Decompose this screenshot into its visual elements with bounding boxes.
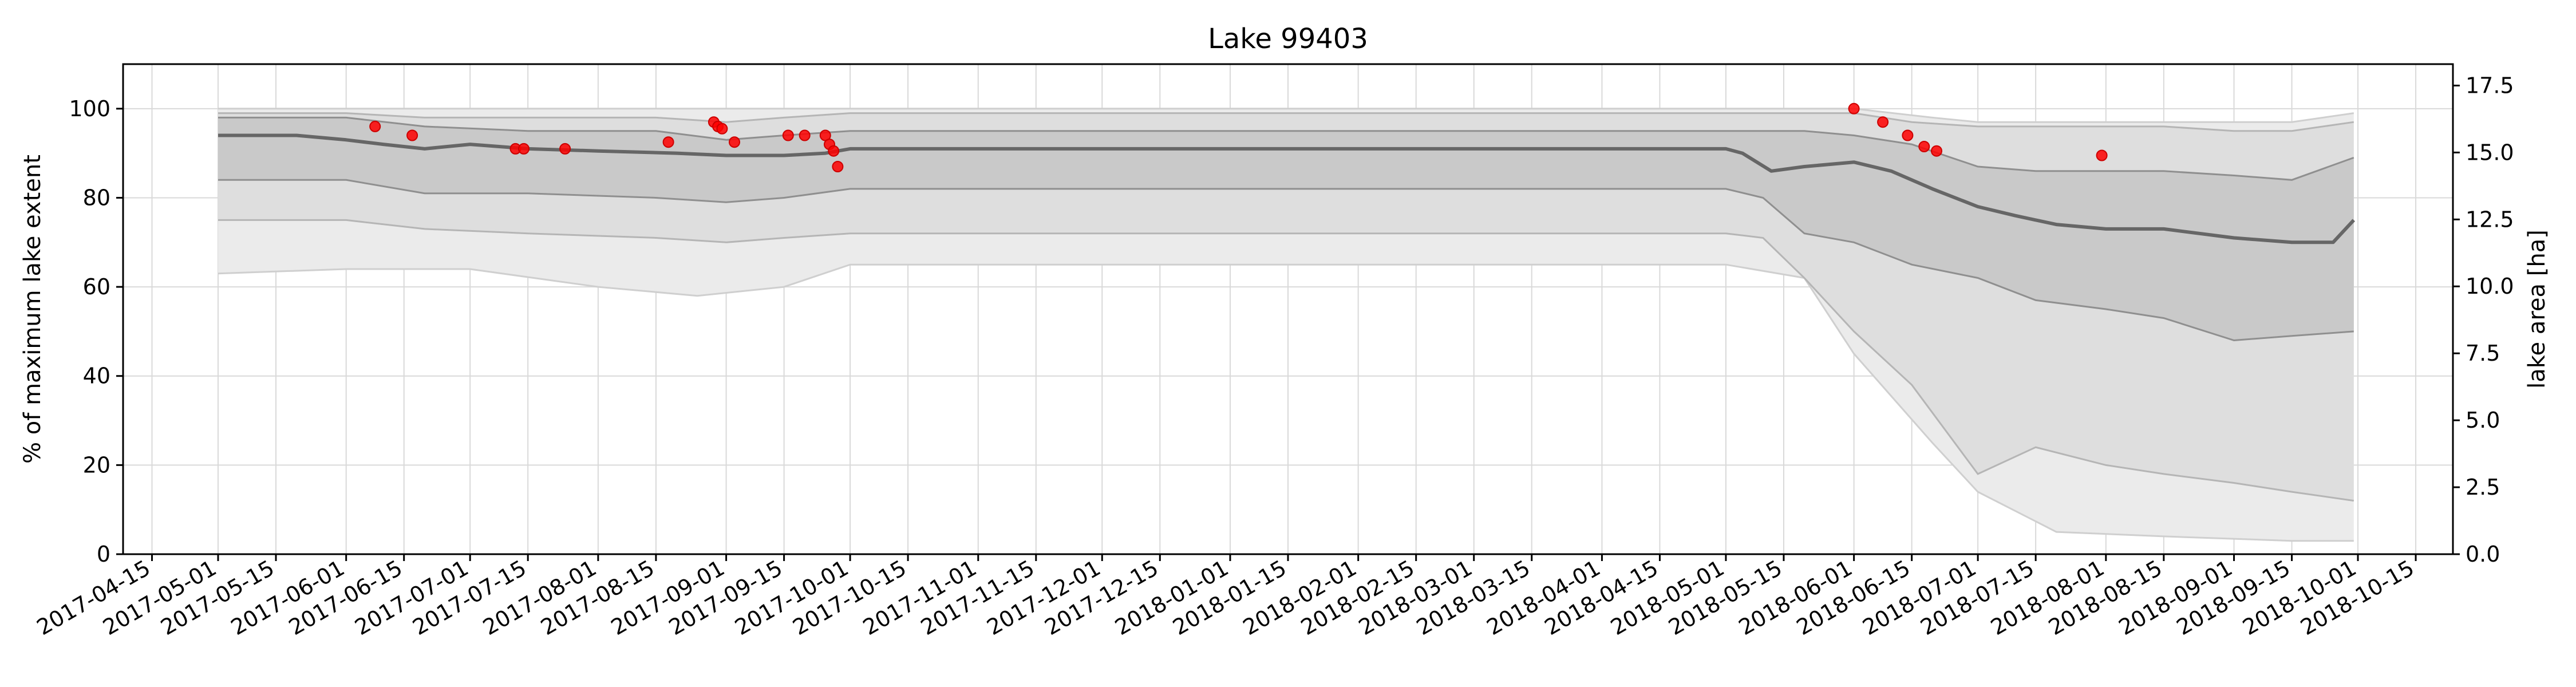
observation-point [406, 129, 418, 141]
y-tick-label: 100 [69, 96, 110, 121]
observation-point [799, 129, 811, 141]
median-line [218, 133, 2355, 244]
y2-tick-label: 2.5 [2466, 475, 2500, 500]
x-axis: 2017-04-152017-05-012017-05-152017-06-01… [33, 554, 2419, 640]
y-tick-label: 60 [83, 274, 110, 299]
band-outer-lower [218, 219, 2354, 502]
observation-point [1902, 129, 1914, 141]
y-axis-left: 0 20 40 60 80 100 [69, 96, 123, 567]
observation-points [369, 102, 2108, 172]
observation-point [1918, 141, 1930, 152]
observation-point [729, 136, 740, 148]
y2-tick-label: 0.0 [2466, 542, 2500, 567]
observation-point [1848, 102, 1860, 114]
band-outer-upper [218, 112, 2354, 132]
observation-point [2096, 149, 2108, 161]
y-axis-right: 0.0 2.5 5.0 7.5 10.0 12.5 15.0 17.5 [2453, 73, 2514, 567]
y2-axis-title: lake area [ha] [2524, 230, 2550, 389]
y-tick-label: 0 [97, 542, 110, 567]
observation-point [828, 145, 840, 157]
y2-tick-label: 17.5 [2466, 73, 2514, 98]
y-tick-label: 80 [83, 185, 110, 210]
band-inner-lower [218, 179, 2354, 342]
observation-point [662, 136, 674, 148]
chart-title: Lake 99403 [1208, 23, 1368, 55]
observation-point [369, 120, 381, 132]
y2-tick-label: 15.0 [2466, 140, 2514, 165]
band-max-upper [218, 108, 2354, 123]
y2-tick-label: 12.5 [2466, 207, 2514, 232]
band-inner-upper [218, 116, 2354, 181]
median-series [218, 133, 2355, 244]
observation-point [518, 143, 530, 155]
y2-tick-label: 5.0 [2466, 408, 2500, 433]
observation-point [716, 123, 728, 135]
observation-point [782, 129, 794, 141]
y-axis-title: % of maximum lake extent [19, 155, 46, 464]
percentile-bands [218, 108, 2354, 542]
band-max-lower [218, 263, 2354, 542]
observation-point [832, 161, 844, 172]
y2-tick-label: 10.0 [2466, 274, 2514, 299]
y-tick-label: 40 [83, 364, 110, 389]
band-inner [218, 117, 2354, 341]
y-tick-label: 20 [83, 452, 110, 477]
observation-point [559, 143, 571, 155]
y2-tick-label: 7.5 [2466, 341, 2500, 366]
observation-point [1877, 116, 1889, 128]
observation-point [1931, 145, 1942, 157]
